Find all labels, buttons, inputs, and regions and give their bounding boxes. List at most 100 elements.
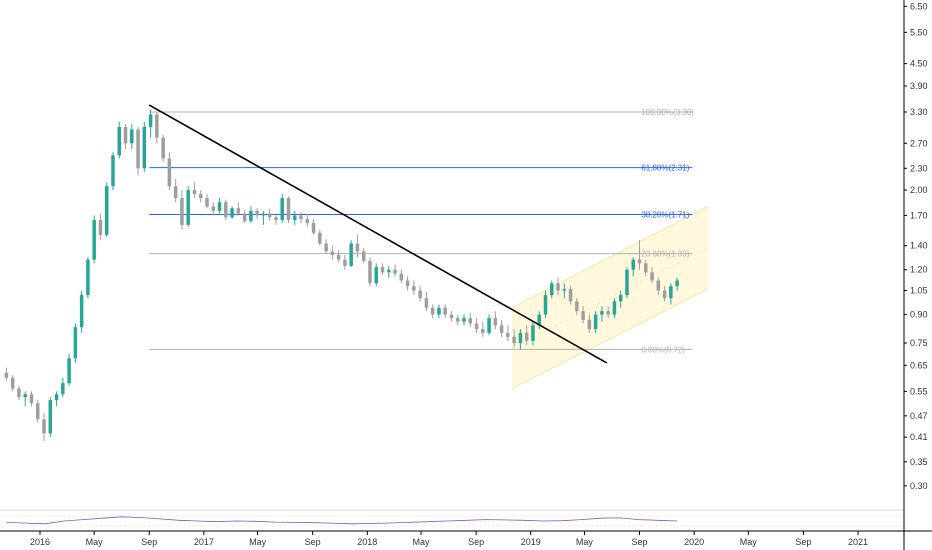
candle-body <box>293 215 297 221</box>
candle <box>242 210 247 223</box>
candle-body <box>10 377 15 389</box>
candle <box>593 311 598 333</box>
candle-body <box>481 329 485 333</box>
candle-body <box>23 394 27 398</box>
candle-body <box>537 314 541 326</box>
x-tick-label: Sep <box>468 537 484 547</box>
candle <box>474 318 479 333</box>
candle-body <box>524 332 529 341</box>
downtrend-line[interactable] <box>148 104 608 364</box>
candle <box>493 311 498 330</box>
candle <box>449 311 454 322</box>
candle-body <box>29 394 34 404</box>
candle <box>556 277 560 296</box>
candle-body <box>305 219 310 223</box>
candle-body <box>430 307 435 315</box>
candle-body <box>198 194 203 199</box>
candle <box>600 306 604 322</box>
candle <box>625 267 629 299</box>
candle <box>173 178 178 203</box>
candle <box>587 314 592 333</box>
candle-body <box>499 325 504 333</box>
candle <box>267 209 272 222</box>
candle-body <box>86 259 90 296</box>
candle-body <box>111 155 115 187</box>
candle <box>550 280 554 299</box>
fibonacci-retracement[interactable]: 100.00%(3.30) 61.80%(2.31) 38.20%(1.71) 23.… <box>149 108 694 354</box>
candle-body <box>36 403 40 420</box>
candle <box>67 353 71 386</box>
candle <box>23 391 27 407</box>
candle <box>136 126 140 176</box>
candle <box>299 211 303 223</box>
candle <box>531 321 535 346</box>
candle <box>142 121 147 172</box>
candle-body <box>173 186 178 199</box>
x-tick-label: 2017 <box>194 537 214 547</box>
candle-body <box>437 307 441 315</box>
fib-level-label: 23.60%(1.33) <box>641 250 689 259</box>
candle-body <box>355 243 360 252</box>
candle-body <box>205 198 209 207</box>
candle <box>543 290 548 319</box>
candle-body <box>669 286 673 299</box>
y-tick-label: 1.20 <box>910 265 928 275</box>
candle-body <box>618 295 623 302</box>
fib-level-label: 100.00%(3.30) <box>641 108 694 117</box>
candle-body <box>368 260 372 284</box>
candle-body <box>606 311 610 315</box>
x-tick-label: May <box>740 537 758 547</box>
candle-body <box>211 206 216 211</box>
candle <box>111 152 115 191</box>
candle <box>293 210 297 225</box>
candle <box>161 134 165 162</box>
candle <box>198 190 203 203</box>
candle-body <box>593 314 598 330</box>
candle-body <box>575 301 579 312</box>
candle-body <box>224 202 228 218</box>
candle <box>61 377 65 398</box>
candle <box>443 304 447 319</box>
x-tick-label: May <box>576 537 594 547</box>
candle-body <box>261 213 266 216</box>
candle-body <box>180 198 184 225</box>
y-tick-label: 2.30 <box>910 163 928 173</box>
channel-lower-line[interactable] <box>511 288 709 389</box>
candle-body <box>318 232 322 244</box>
x-tick-label: 2018 <box>357 537 377 547</box>
trendline[interactable] <box>148 104 608 364</box>
x-tick-label: May <box>249 537 267 547</box>
candle <box>224 199 228 221</box>
candle-body <box>267 213 272 218</box>
candle-body <box>600 311 604 315</box>
parallel-channel[interactable] <box>511 206 709 389</box>
candle-body <box>531 325 535 341</box>
candle <box>631 257 635 277</box>
candle <box>155 112 159 144</box>
candle-body <box>506 332 510 337</box>
candle-body <box>161 137 165 159</box>
candle-body <box>48 400 53 434</box>
candle <box>324 239 328 254</box>
candle <box>562 283 567 299</box>
oscillator-pane <box>0 509 904 527</box>
candle <box>29 391 34 407</box>
candle <box>355 234 360 258</box>
candle <box>305 213 310 227</box>
candle <box>261 210 266 225</box>
candle <box>98 213 103 241</box>
x-tick-label: 2021 <box>848 537 868 547</box>
candle <box>656 277 661 296</box>
candle <box>230 206 234 220</box>
candle-body <box>336 254 341 260</box>
candle <box>399 269 404 284</box>
candle-body <box>67 358 71 384</box>
candle <box>73 323 78 363</box>
channel-upper-line[interactable] <box>511 206 709 309</box>
candle-body <box>242 213 247 222</box>
candle-body <box>148 114 153 127</box>
candle <box>54 391 59 407</box>
candle-body <box>286 198 291 221</box>
